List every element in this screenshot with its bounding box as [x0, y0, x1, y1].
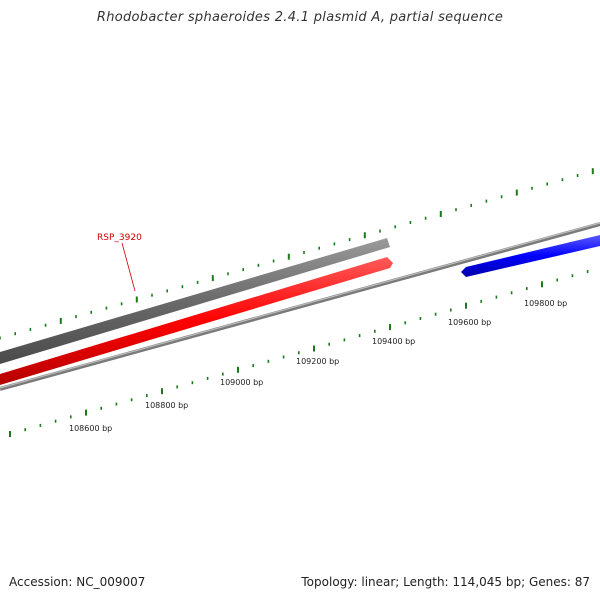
gene-reverse-blue[interactable] — [461, 235, 600, 277]
accession-text: Accession: NC_009007 — [9, 575, 146, 589]
topology-summary: Topology: linear; Length: 114,045 bp; Ge… — [301, 575, 590, 589]
map-title: Rhodobacter sphaeroides 2.4.1 plasmid A,… — [96, 10, 504, 25]
upper-tick-track — [0, 168, 594, 340]
sequence-backbone-highlight — [0, 222, 600, 389]
scale-label: 108600 bp — [69, 424, 112, 433]
gray-feature-band[interactable] — [0, 238, 390, 364]
scale-label: 109200 bp — [296, 357, 339, 366]
gene-label-leader — [121, 242, 136, 292]
scale-label: 108800 bp — [145, 401, 188, 410]
scale-label: 109000 bp — [220, 378, 263, 387]
scale-label: 109800 bp — [524, 299, 567, 308]
sequence-backbone — [0, 222, 600, 391]
scale-label: 109400 bp — [372, 337, 415, 346]
gene-label-rsp-3920[interactable]: RSP_3920 — [97, 233, 142, 243]
gene-rsp-3920[interactable] — [0, 257, 393, 385]
scale-label: 109600 bp — [448, 318, 491, 327]
lower-tick-track — [9, 270, 589, 437]
